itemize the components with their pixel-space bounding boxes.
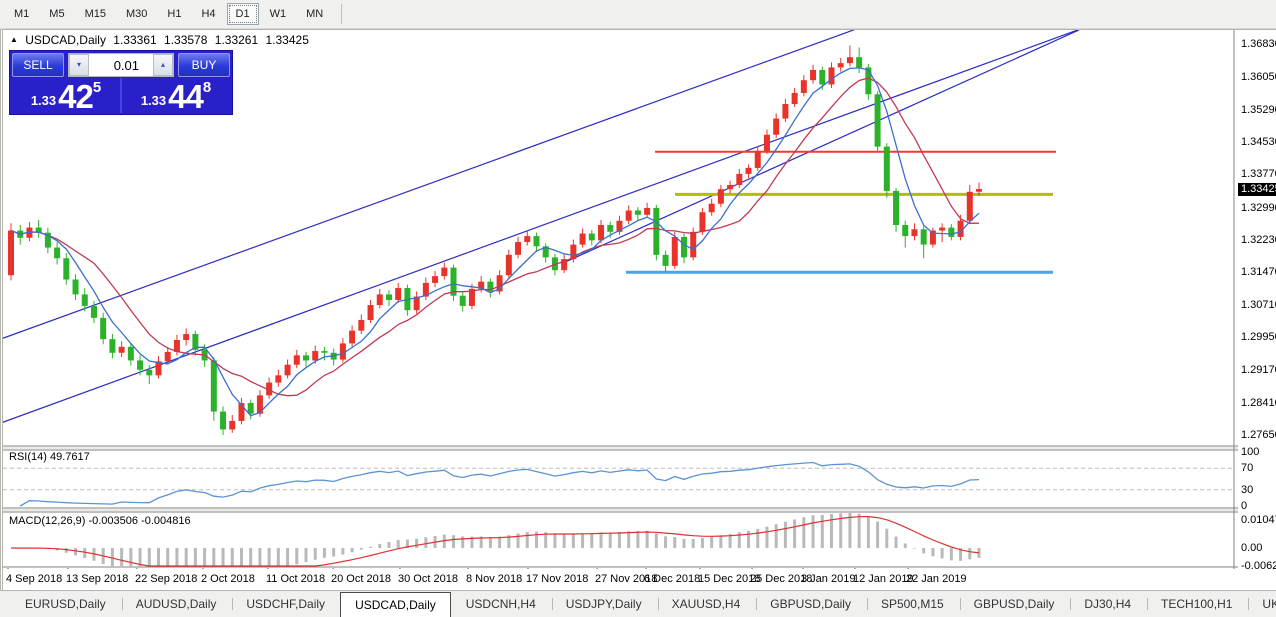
chart-window: ▲ USDCAD,Daily 1.33361 1.33578 1.33261 1…: [0, 29, 1276, 591]
volume-increase-button[interactable]: ▴: [153, 54, 173, 76]
chart-tabs: EURUSD,Daily AUDUSD,Daily USDCHF,Daily USDC…: [10, 592, 1276, 617]
price-axis-label: 1.30710: [1241, 298, 1276, 311]
time-axis-label: 3 Jan 2019: [801, 573, 856, 585]
macd-axis-label: 0.010474: [1241, 514, 1276, 526]
time-axis-label: 13 Sep 2018: [66, 573, 129, 585]
ohlc-low: 1.33261: [214, 33, 259, 47]
buy-button[interactable]: BUY: [178, 53, 230, 77]
price-axis-label: 1.32230: [1241, 233, 1276, 246]
rsi-label: RSI(14) 49.7617: [9, 451, 90, 463]
bid-quote[interactable]: 1.33 42 5: [12, 78, 122, 113]
chart-tab-gbpusd-daily[interactable]: GBPUSD,Daily: [755, 592, 866, 617]
timeframe-button-d1[interactable]: D1: [226, 3, 259, 25]
macd-label: MACD(12,26,9) -0.003506 -0.004816: [9, 515, 191, 527]
rsi-axis-label: 0: [1241, 500, 1248, 512]
price-axis-label: 1.31470: [1241, 266, 1276, 279]
chart-tab-usdcad-daily[interactable]: USDCAD,Daily: [340, 592, 451, 617]
time-axis-label: 2 Oct 2018: [201, 573, 255, 585]
time-axis-label: 4 Sep 2018: [6, 573, 63, 585]
time-axis-label: 8 Nov 2018: [466, 573, 523, 585]
time-axis[interactable]: 4 Sep 2018 13 Sep 2018 22 Sep 2018 2 Oct 20…: [3, 569, 1276, 591]
volume-spinner: ▾ ▴: [68, 53, 174, 77]
timeframe-button-m1[interactable]: M1: [5, 3, 38, 25]
chart-tab-gbpusd-daily[interactable]: GBPUSD,Daily: [959, 592, 1070, 617]
time-axis-label: 25 Dec 2018: [750, 573, 813, 585]
chart-tab-usdchf-daily[interactable]: USDCHF,Daily: [231, 592, 340, 617]
time-axis-label: 22 Jan 2019: [906, 573, 967, 585]
price-axis-label: 1.34530: [1241, 135, 1276, 148]
chart-tabs-bar: EURUSD,Daily AUDUSD,Daily USDCHF,Daily USDC…: [0, 590, 1276, 617]
chart-tab-tech100-h1[interactable]: TECH100,H1: [1146, 592, 1247, 617]
price-axis[interactable]: 1.36830 1.36050 1.35290 1.34530 1.33770 1.329…: [1238, 30, 1276, 572]
timeframe-button-mn[interactable]: MN: [297, 3, 332, 25]
timeframe-button-w1[interactable]: W1: [261, 3, 296, 25]
timeframe-button-m5[interactable]: M5: [40, 3, 73, 25]
chart-header: ▲ USDCAD,Daily 1.33361 1.33578 1.33261 1…: [10, 33, 313, 47]
ask-big-figure: 1.33: [140, 93, 167, 108]
time-axis-label: 22 Sep 2018: [135, 573, 198, 585]
rsi-axis-label: 100: [1241, 446, 1260, 458]
current-price-tag: 1.33425: [1238, 183, 1276, 197]
time-axis-label: 27 Nov 2018: [595, 573, 658, 585]
price-axis-label: 1.32990: [1241, 201, 1276, 214]
price-axis-label: 1.28410: [1241, 396, 1276, 409]
ohlc-open: 1.33361: [113, 33, 157, 47]
chart-tab-xauusd-h4[interactable]: XAUUSD,H4: [657, 592, 756, 617]
chart-canvas[interactable]: [3, 30, 1238, 575]
time-axis-label: 17 Nov 2018: [526, 573, 589, 585]
time-axis-label: 30 Oct 2018: [398, 573, 458, 585]
price-axis-label: 1.35290: [1241, 103, 1276, 116]
volume-input[interactable]: [89, 54, 153, 76]
volume-decrease-button[interactable]: ▾: [69, 54, 89, 76]
time-axis-label: 12 Jan 2019: [853, 573, 914, 585]
time-axis-label: 20 Oct 2018: [331, 573, 391, 585]
collapse-triangle-icon[interactable]: ▲: [10, 35, 18, 44]
rsi-axis-label: 70: [1241, 462, 1254, 475]
price-axis-label: 1.36050: [1241, 71, 1276, 84]
time-axis-label: 6 Dec 2018: [644, 573, 701, 585]
chart-symbol: USDCAD,Daily: [25, 33, 106, 47]
bid-big-figure: 1.33: [30, 93, 57, 108]
chart-tab-sp500-m15[interactable]: SP500,M15: [866, 592, 959, 617]
chart-tab-ukoil-h1[interactable]: UKOil,H1: [1247, 592, 1276, 617]
timeframe-button-h4[interactable]: H4: [192, 3, 224, 25]
price-axis-label: 1.29950: [1241, 331, 1276, 344]
chart-tab-eurusd-daily[interactable]: EURUSD,Daily: [25, 597, 106, 611]
time-axis-label: 11 Oct 2018: [266, 573, 326, 585]
ask-pip-fraction: 8: [202, 79, 212, 96]
toolbar-separator: [341, 4, 343, 24]
chart-tab-usdcnh-h4[interactable]: USDCNH,H4: [465, 597, 536, 611]
sell-button[interactable]: SELL: [12, 53, 64, 77]
bid-pip-fraction: 5: [92, 79, 102, 96]
ask-quote[interactable]: 1.33 44 8: [122, 78, 230, 113]
price-axis-label: 1.27650: [1241, 428, 1276, 441]
chart-tab-audusd-daily[interactable]: AUDUSD,Daily: [121, 592, 232, 617]
timeframe-button-h1[interactable]: H1: [158, 3, 190, 25]
one-click-trading-panel: SELL ▾ ▴ BUY 1.33 42 5 1.33 44 8: [9, 50, 233, 115]
price-axis-label: 1.29170: [1241, 364, 1276, 377]
macd-axis-label: 0.00: [1241, 542, 1263, 554]
timeframe-button-m15[interactable]: M15: [76, 3, 115, 25]
ask-pips: 44: [168, 78, 204, 115]
timeframe-toolbar: M1 M5 M15 M30 H1 H4 D1 W1 MN: [0, 0, 1276, 29]
ohlc-close: 1.33425: [265, 33, 309, 47]
chart-tab-usdjpy-daily[interactable]: USDJPY,Daily: [551, 592, 657, 617]
price-axis-label: 1.33770: [1241, 168, 1276, 181]
chart-tab-dj30-h4[interactable]: DJ30,H4: [1069, 592, 1146, 617]
time-axis-label: 15 Dec 2018: [698, 573, 761, 585]
ohlc-high: 1.33578: [164, 33, 208, 47]
rsi-axis-label: 30: [1241, 483, 1254, 496]
bid-pips: 42: [58, 78, 94, 115]
timeframe-button-m30[interactable]: M30: [117, 3, 156, 25]
price-axis-label: 1.36830: [1241, 38, 1276, 50]
